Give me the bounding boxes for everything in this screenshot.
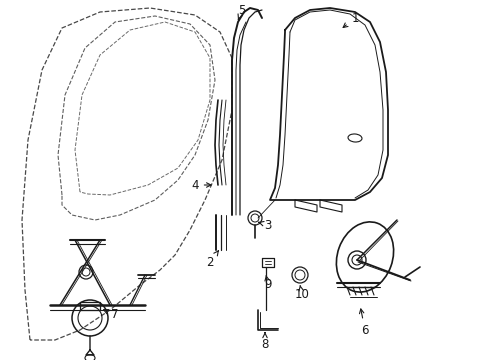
Bar bbox=[80, 302, 100, 310]
Circle shape bbox=[79, 265, 93, 279]
Text: 2: 2 bbox=[206, 251, 218, 269]
Text: 4: 4 bbox=[191, 179, 210, 192]
Text: 6: 6 bbox=[359, 309, 368, 337]
Text: 7: 7 bbox=[103, 309, 119, 321]
Circle shape bbox=[347, 251, 365, 269]
Text: 5: 5 bbox=[238, 4, 245, 19]
Text: 9: 9 bbox=[264, 276, 271, 292]
Text: 1: 1 bbox=[343, 12, 358, 27]
Text: 10: 10 bbox=[294, 285, 309, 302]
Text: 8: 8 bbox=[261, 333, 268, 351]
Circle shape bbox=[72, 300, 108, 336]
Text: 3: 3 bbox=[258, 219, 271, 231]
